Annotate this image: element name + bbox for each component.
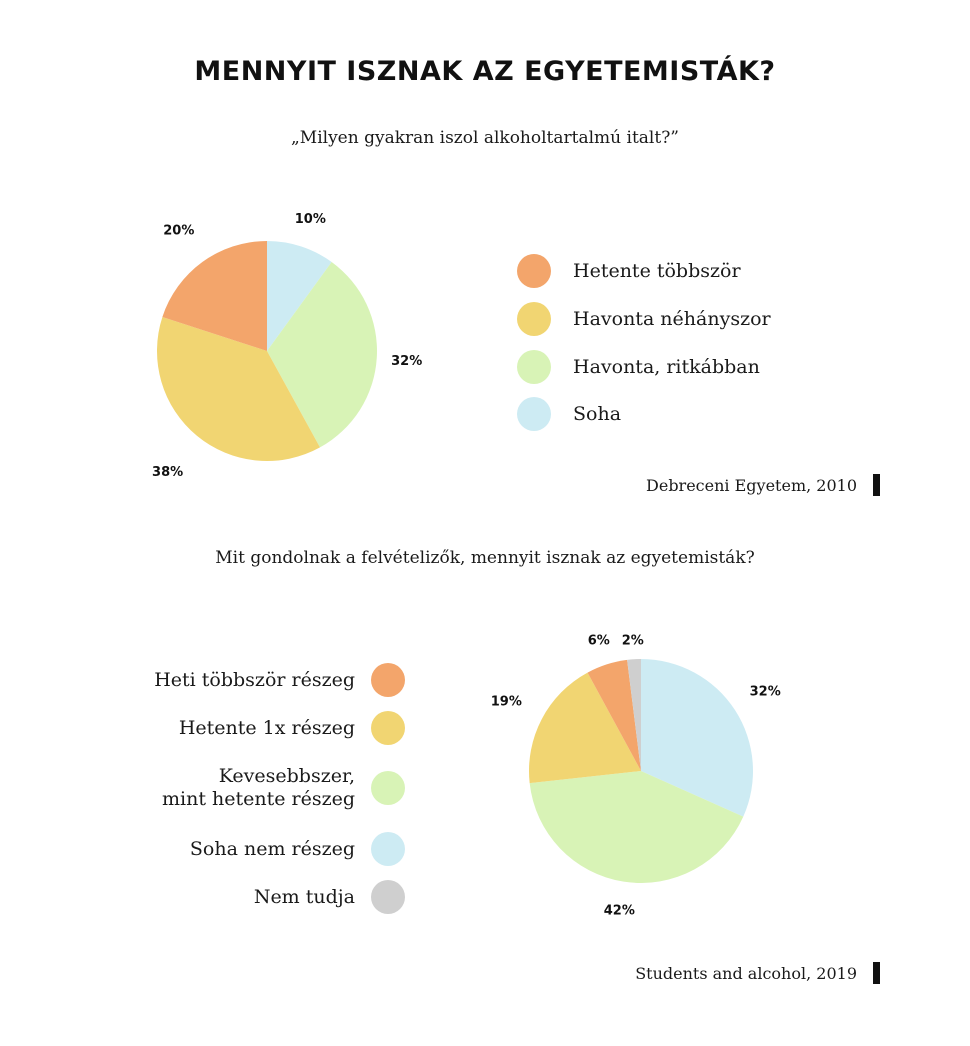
pie-label-soha-nem-reszeg: 32%	[750, 685, 781, 700]
legend-label: Hetente többször	[573, 260, 741, 282]
pie-label-soha: 10%	[295, 212, 326, 227]
chart2-source: Students and alcohol, 2019	[635, 962, 880, 984]
chart1-pie: 10% 32% 38% 20%	[152, 212, 422, 480]
pie-label-hetente-tobbszor: 20%	[163, 224, 194, 239]
pie-slice-soha-nem-reszeg	[641, 659, 753, 817]
pie-label-nem-tudja: 2%	[622, 633, 644, 648]
pie-slice-soha	[267, 241, 332, 351]
pie-label-kevesebbszer-mint-hetente-reszeg: 42%	[604, 903, 635, 918]
page-title: MENNYIT ISZNAK AZ EGYETEMISTÁK?	[194, 56, 776, 87]
legend-item-hetente-1x-reszeg: Hetente 1x részeg	[179, 711, 405, 745]
pie-slice-hetente-1x-reszeg	[528, 672, 641, 784]
legend-swatch	[517, 254, 551, 288]
legend-item-kevesebbszer-mint-hetente-reszeg: Kevesebbszer, mint hetente részeg	[162, 765, 405, 811]
legend-swatch	[517, 397, 551, 431]
pie-slice-hetente-tobbszor	[162, 241, 267, 351]
legend-item-soha: Soha	[517, 397, 621, 431]
legend-label: Soha nem részeg	[189, 837, 355, 860]
pie-slice-havonta-nehanyszor	[156, 317, 320, 461]
legend-swatch	[371, 880, 405, 914]
legend-swatch	[371, 663, 405, 697]
legend-swatch	[517, 350, 551, 384]
chart2-question: Mit gondolnak a felvételizők, mennyit is…	[215, 548, 755, 568]
pie-slice-heti-tobbszor-reszeg	[587, 659, 641, 771]
legend-swatch	[371, 711, 405, 745]
chart2-legend: Heti többször részeg Hetente 1x részeg Kev…	[100, 660, 405, 920]
legend-label: Soha	[573, 403, 622, 425]
pie-label-heti-tobbszor-reszeg: 6%	[588, 634, 610, 649]
legend-item-hetente-tobbszor: Hetente többször	[517, 254, 741, 288]
source-marker	[873, 474, 880, 496]
pie-slice-havonta-ritkabban	[267, 262, 377, 448]
legend-label: Havonta, ritkábban	[573, 356, 760, 378]
chart1-legend: Hetente többször Havonta néhányszor Havont…	[517, 254, 837, 444]
legend-swatch	[371, 832, 405, 866]
pie-slice-kevesebbszer-mint-hetente-reszeg	[529, 771, 744, 884]
pie-slice-nem-tudja	[627, 659, 641, 771]
legend-swatch	[517, 302, 551, 336]
chart2-pie: 32% 42% 19% 6% 2%	[491, 633, 781, 918]
legend-label: Nem tudja	[253, 885, 355, 908]
chart1-source-text: Debreceni Egyetem, 2010	[646, 475, 857, 495]
chart1-source: Debreceni Egyetem, 2010	[646, 474, 880, 496]
chart1-question: „Milyen gyakran iszol alkoholtartalmú it…	[290, 128, 679, 148]
legend-label: Havonta néhányszor	[573, 308, 771, 330]
legend-item-havonta-ritkabban: Havonta, ritkábban	[517, 350, 760, 384]
legend-item-havonta-nehanyszor: Havonta néhányszor	[517, 302, 771, 336]
legend-swatch	[371, 771, 405, 805]
pie-label-havonta-ritkabban: 32%	[391, 354, 422, 369]
legend-item-nem-tudja: Nem tudja	[254, 880, 405, 914]
legend-item-soha-nem-reszeg: Soha nem részeg	[190, 832, 405, 866]
legend-label: Heti többször részeg	[154, 668, 355, 691]
pie-label-havonta-nehanyszor: 38%	[152, 465, 183, 480]
legend-label: Kevesebbszer, mint hetente részeg	[161, 765, 355, 810]
source-marker	[873, 962, 880, 984]
legend-item-heti-tobbszor-reszeg: Heti többször részeg	[154, 663, 405, 697]
pie-label-hetente-1x-reszeg: 19%	[491, 695, 522, 710]
legend-label: Hetente 1x részeg	[178, 716, 355, 739]
chart2-source-text: Students and alcohol, 2019	[635, 963, 857, 983]
